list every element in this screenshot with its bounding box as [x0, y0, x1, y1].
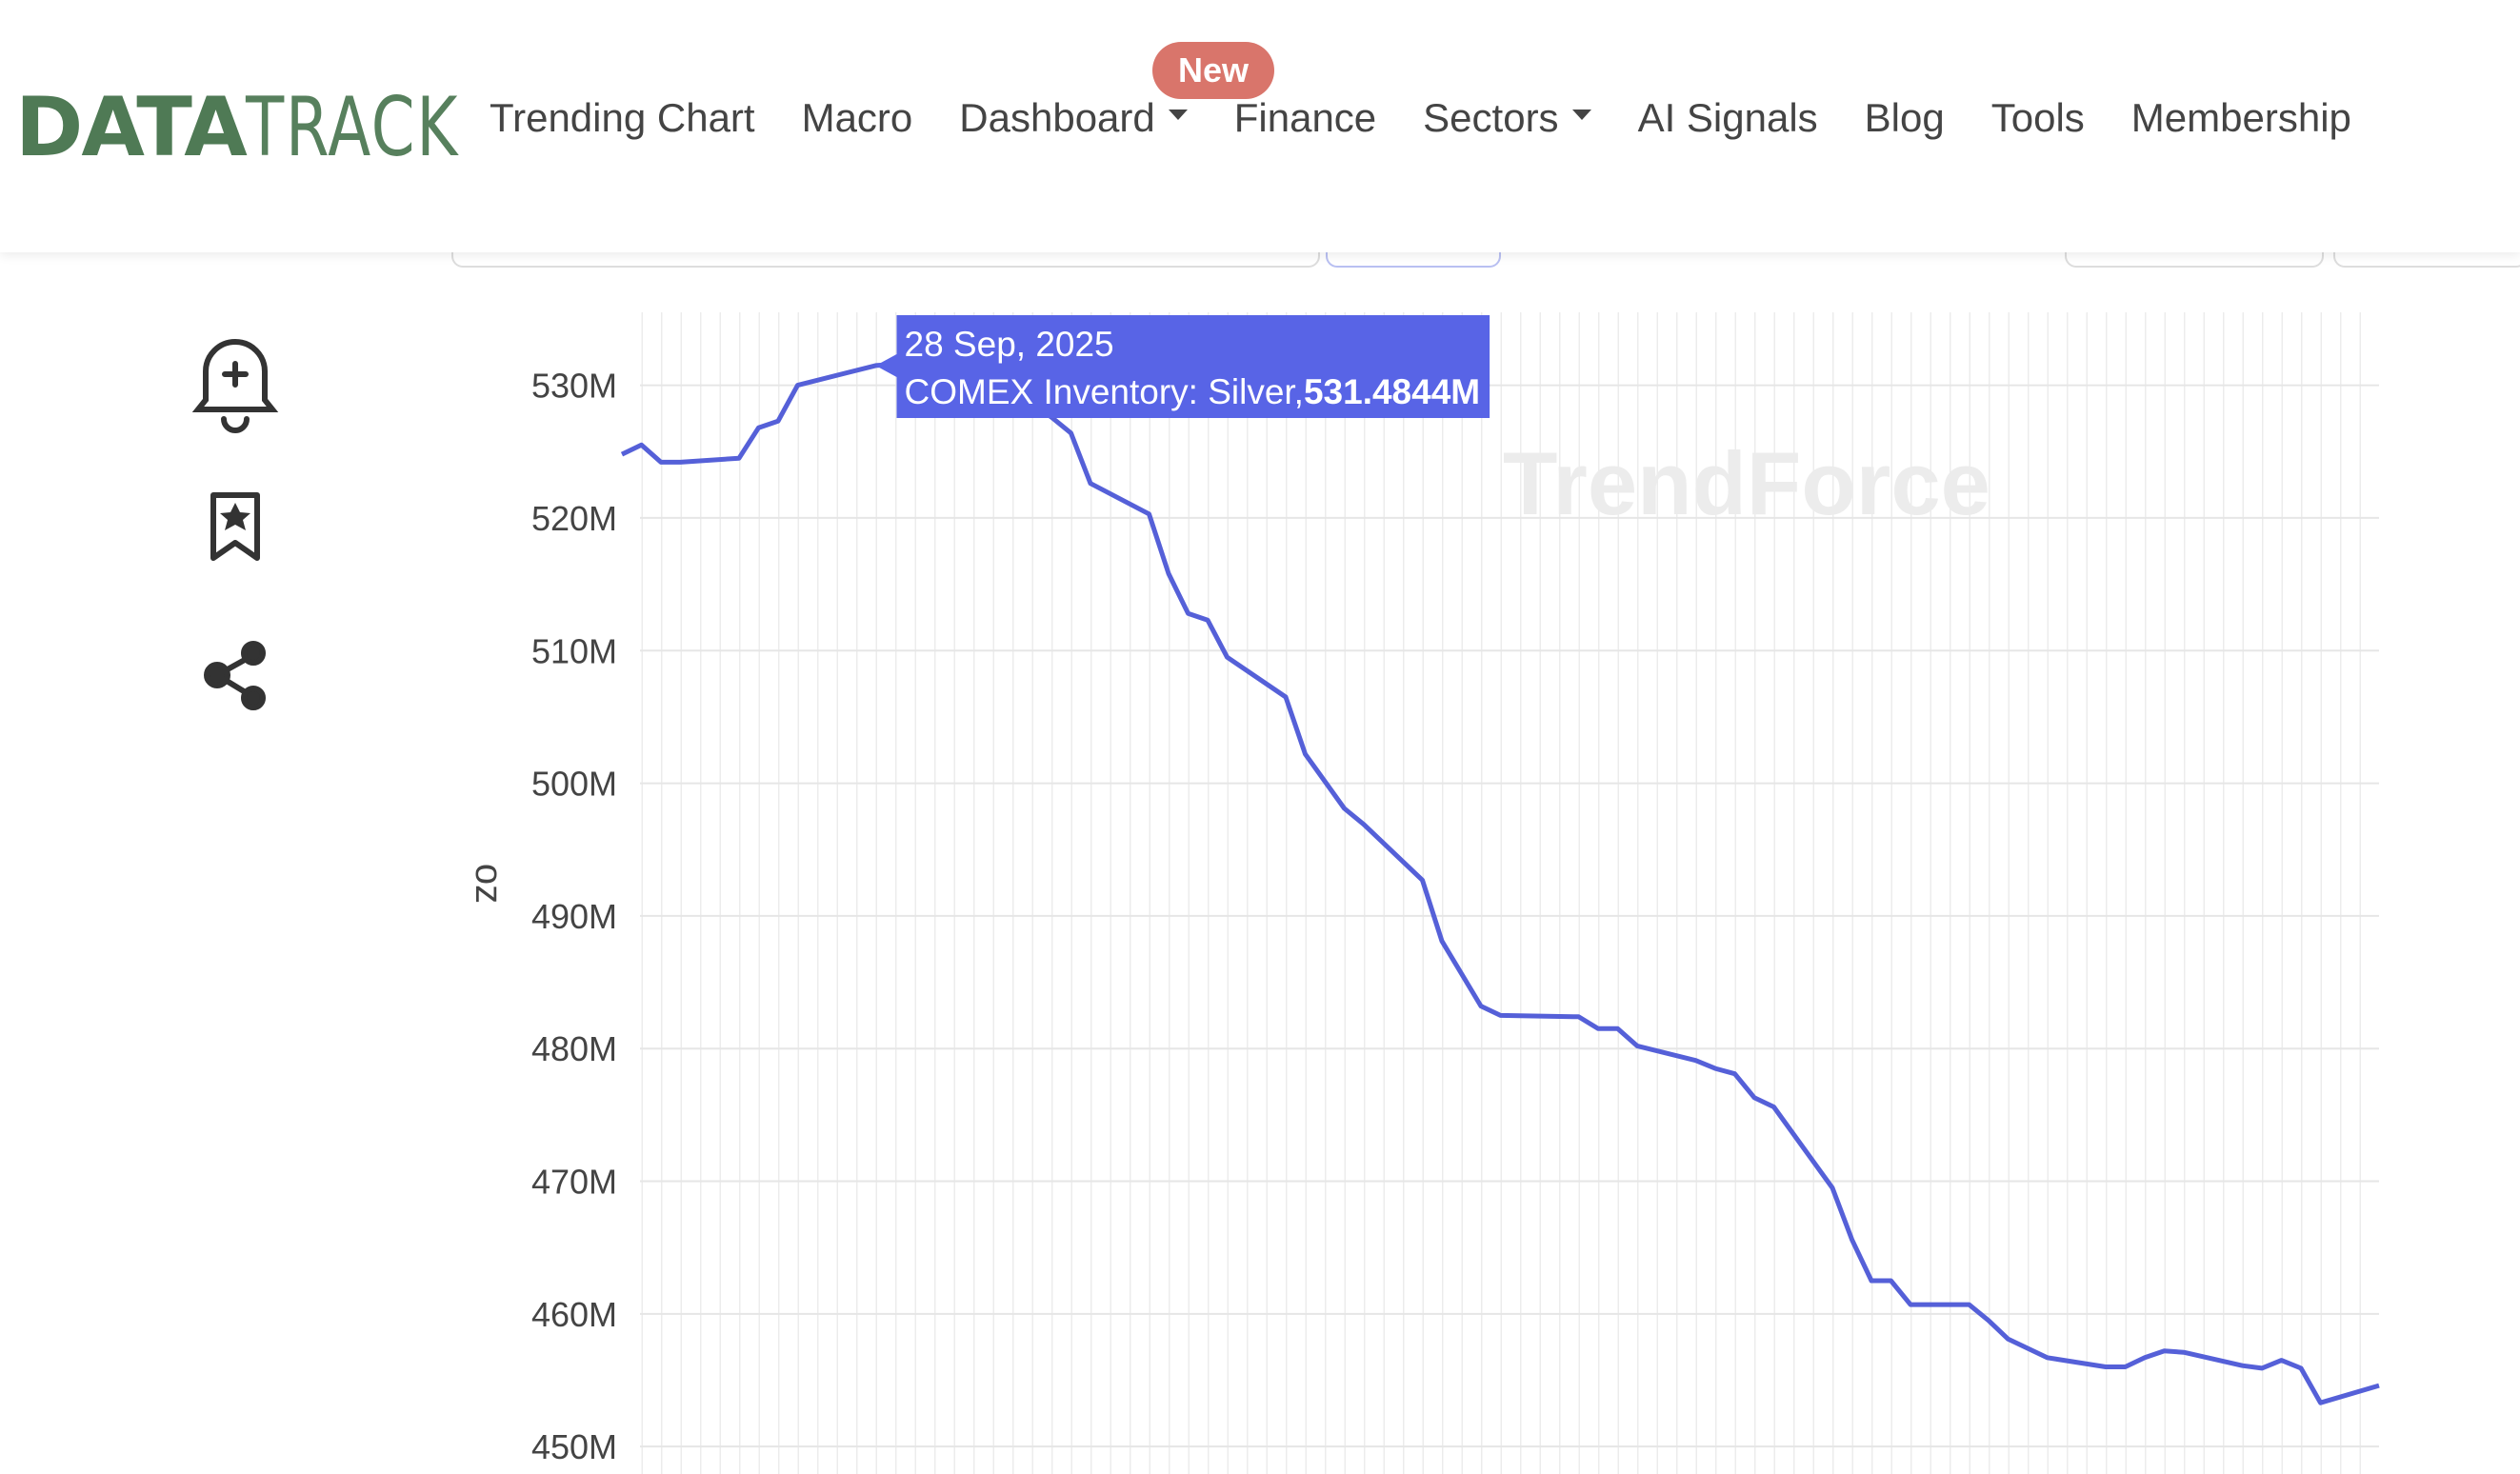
header: DATATRACK Trending Chart Macro Dashboard Fi… — [0, 0, 2520, 252]
nav-item[interactable]: Sectors — [1423, 95, 1590, 141]
logo[interactable]: DATATRACK — [15, 80, 497, 175]
y-tick-label: 470M — [531, 1163, 617, 1202]
search-button[interactable] — [1326, 252, 1501, 268]
logo-bold: DATA — [15, 80, 248, 175]
tooltip: 28 Sep, 2025 COMEX Inventory: Silver,531.… — [875, 315, 1490, 418]
nav-item[interactable]: AI Signals — [1637, 95, 1818, 140]
nav-item[interactable]: Blog — [1864, 95, 1945, 140]
y-tick-label: 500M — [531, 765, 617, 804]
tooltip-title: 28 Sep, 2025 — [905, 325, 1114, 364]
y-tick-label: 520M — [531, 499, 617, 538]
control[interactable] — [2333, 252, 2520, 268]
watermark: TrendForce — [1503, 433, 1990, 533]
nav-item[interactable]: Finance — [1233, 95, 1377, 140]
tooltip-pointer — [875, 353, 897, 377]
nav-item[interactable]: Trending Chart — [490, 95, 755, 140]
y-tick-label: 490M — [531, 897, 617, 936]
y-tick-label: 450M — [531, 1427, 617, 1466]
logo-light: TRACK — [245, 80, 459, 175]
tooltip-label: COMEX Inventory: Silver, — [905, 372, 1304, 411]
nav-item[interactable]: Macro — [801, 95, 913, 140]
y-tick-label: 480M — [531, 1029, 617, 1068]
tooltip-value: 531.4844M — [1304, 372, 1480, 411]
y-tick-label: 530M — [531, 367, 617, 406]
y-axis-title: oz — [468, 864, 510, 904]
nav-item[interactable]: Membership — [2130, 95, 2351, 140]
y-tick-label: 510M — [531, 631, 617, 670]
search-box[interactable] — [451, 252, 1320, 268]
nav-item[interactable]: Dashboard — [959, 95, 1187, 141]
plot-background — [640, 312, 2379, 1474]
bell-icon[interactable] — [191, 339, 279, 433]
tooltip-box — [896, 315, 1490, 418]
nav: Trending Chart Macro Dashboard Finance Secto… — [490, 95, 2351, 141]
control[interactable] — [2065, 252, 2324, 268]
new-badge: New — [1152, 42, 1274, 99]
y-tick-label: 460M — [531, 1295, 617, 1334]
nav-item[interactable]: Tools — [1990, 95, 2085, 140]
bookmark-icon[interactable] — [210, 492, 260, 561]
tooltip-text: COMEX Inventory: Silver,531.4844M — [905, 372, 1481, 411]
share-icon[interactable] — [204, 641, 266, 710]
